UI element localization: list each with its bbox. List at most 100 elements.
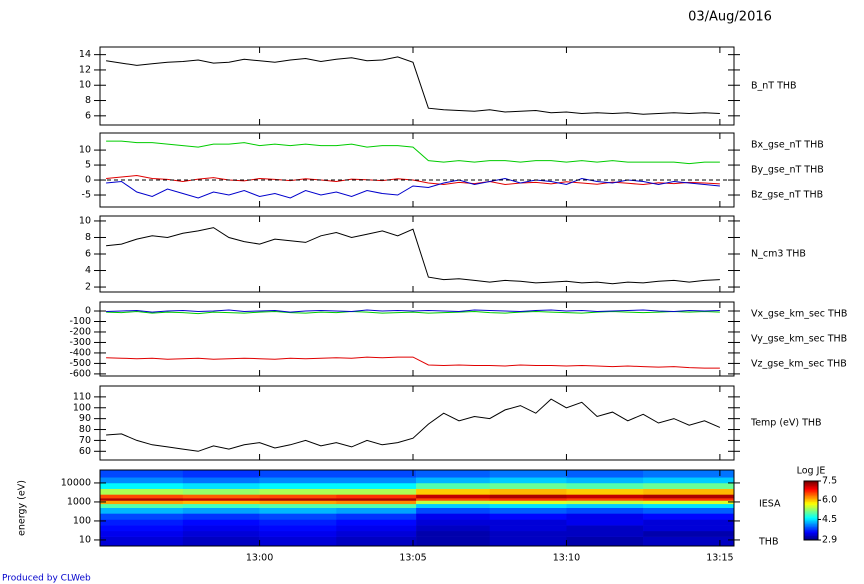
colorbar-segment — [804, 498, 818, 501]
panel-label: THB — [758, 537, 778, 548]
heat-cell — [182, 500, 260, 505]
heat-cell — [489, 500, 567, 505]
heat-cell — [336, 525, 417, 532]
colorbar-segment — [804, 500, 818, 503]
heat-cell — [100, 530, 184, 537]
heat-cell — [259, 530, 337, 537]
colorbar-segment — [804, 510, 818, 513]
x-tick-label: 13:15 — [706, 553, 733, 564]
y-tick-label: 6 — [85, 110, 91, 121]
series-label: Bz_gse_nT THB — [751, 190, 823, 201]
heat-cell — [259, 494, 337, 499]
data-line — [106, 309, 720, 313]
heat-cell — [643, 513, 735, 520]
heat-cell — [643, 477, 735, 484]
heat-cell — [489, 494, 567, 499]
heat-cell — [336, 507, 417, 514]
heat-cell — [100, 525, 184, 532]
panel-frame — [99, 132, 735, 208]
colorbar-segment — [804, 525, 818, 528]
date: 03/Aug/2016 — [688, 10, 772, 25]
colorbar-segment — [804, 517, 818, 520]
heat-cell — [416, 513, 491, 520]
colorbar-segment — [804, 520, 818, 523]
heat-cell — [416, 507, 491, 514]
heat-cell — [182, 498, 260, 501]
series-label: By_gse_nT THB — [751, 165, 824, 176]
heat-cell — [182, 530, 260, 537]
x-tick-label: 13:00 — [246, 553, 273, 564]
colorbar-segment — [804, 523, 818, 526]
heat-cell — [100, 507, 184, 514]
heat-cell — [489, 482, 567, 489]
y-tick-label: -5 — [82, 190, 91, 201]
y-tick-label: 8 — [85, 95, 91, 106]
data-line — [106, 398, 721, 452]
heat-cell — [336, 470, 417, 478]
heat-cell — [336, 498, 417, 501]
heat-cell — [259, 507, 337, 514]
y-tick-label: 10000 — [61, 477, 91, 488]
colorbar-tick-label: 6.0 — [822, 495, 837, 506]
heat-cell — [566, 503, 644, 508]
colorbar-segment — [804, 538, 818, 541]
series-label: Bx_gse_nT THB — [751, 140, 824, 151]
heat-cell — [643, 498, 735, 501]
heat-cell — [259, 498, 337, 501]
heat-cell — [100, 500, 184, 505]
heat-cell — [489, 488, 567, 495]
y-tick-label: -500 — [69, 358, 91, 369]
data-line — [106, 310, 720, 315]
heat-cell — [643, 519, 735, 526]
heat-cell — [100, 498, 184, 501]
colorbar-tick-label: 7.5 — [822, 476, 837, 487]
heat-cell — [566, 519, 644, 526]
y-tick-label: 14 — [79, 49, 91, 60]
series-label: Vz_gse_km_sec THB — [751, 359, 847, 370]
heat-cell — [643, 530, 735, 537]
heat-cell — [643, 525, 735, 532]
heat-cell — [100, 519, 184, 526]
heat-cell — [643, 488, 735, 495]
y-axis-label: energy (eV) — [17, 480, 28, 536]
colorbar-segment — [804, 485, 818, 488]
panel-frame — [99, 46, 735, 126]
panel-frame — [99, 469, 735, 547]
y-tick-label: -600 — [69, 368, 91, 379]
heat-cell — [416, 500, 491, 505]
heat-cell — [259, 503, 337, 508]
y-tick-label: -100 — [69, 316, 91, 327]
y-tick-label: 80 — [79, 424, 91, 435]
y-tick-label: -200 — [69, 326, 91, 337]
colorbar-segment — [804, 492, 818, 495]
y-tick-label: 0 — [85, 175, 91, 186]
heat-cell — [259, 536, 337, 547]
heat-cell — [416, 470, 491, 478]
heat-cell — [489, 470, 567, 478]
heat-cell — [643, 536, 735, 547]
heat-cell — [259, 470, 337, 478]
y-tick-label: 100 — [73, 402, 91, 413]
heat-cell — [416, 482, 491, 489]
heat-cell — [336, 536, 417, 547]
y-tick-label: 90 — [79, 413, 91, 424]
colorbar-segment — [804, 535, 818, 538]
heat-cell — [643, 482, 735, 489]
y-tick-label: 6 — [85, 249, 91, 260]
heat-cell — [182, 477, 260, 484]
heat-cell — [182, 536, 260, 547]
series-label: Vx_gse_km_sec THB — [751, 309, 847, 320]
heat-cell — [416, 498, 491, 501]
heat-cell — [566, 500, 644, 505]
heat-cell — [489, 513, 567, 520]
colorbar-frame — [803, 480, 819, 541]
colorbar-segment — [804, 537, 818, 539]
heat-cell — [336, 503, 417, 508]
y-tick-label: 110 — [73, 391, 91, 402]
data-line — [106, 177, 720, 199]
x-tick-label: 13:10 — [553, 553, 580, 564]
y-tick-label: 8 — [85, 232, 91, 243]
heat-cell — [336, 519, 417, 526]
heat-cell — [259, 482, 337, 489]
panel-label: IESA — [759, 499, 781, 510]
